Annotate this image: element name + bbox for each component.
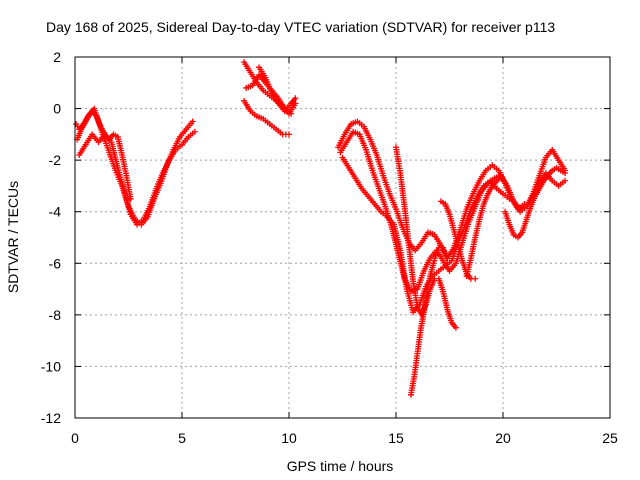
series-arc-17 [510,170,569,213]
data-point [472,275,479,282]
y-tick-label: 0 [53,101,61,117]
series-arc-13 [437,198,479,282]
y-tick-label: -2 [49,152,62,168]
x-tick-label: 15 [388,430,404,446]
data-markers [73,59,569,398]
data-point [443,255,450,262]
data-point [292,95,299,102]
x-axis-label: GPS time / hours [287,458,394,474]
x-tick-label: 0 [71,430,79,446]
data-point [288,110,295,117]
x-tick-label: 25 [602,430,618,446]
data-point [286,131,292,138]
x-tick-label: 5 [178,430,186,446]
series-arc-1 [74,105,196,228]
y-tick-label: -8 [49,307,62,323]
data-point [452,324,459,331]
grid [75,57,610,418]
data-point [562,177,569,184]
data-point [191,128,198,135]
x-tick-label: 10 [281,430,297,446]
axis-ticks: 0 5 10 15 20 25 -12 -10 -8 -6 -4 -2 0 2 [41,49,618,446]
data-point [562,170,569,177]
series-arc-12 [407,242,450,398]
y-tick-label: -6 [49,255,62,271]
data-point [436,242,443,249]
y-tick-label: -4 [49,204,62,220]
data-point [189,118,196,125]
series-arc-14 [463,175,504,280]
y-tick-label: -12 [41,410,61,426]
y-axis-label: SDTVAR / TECUs [5,181,21,293]
x-tick-label: 20 [495,430,511,446]
series-arc-7 [256,64,299,115]
series-arc-3 [73,108,134,202]
y-tick-label: 2 [53,49,61,65]
series-arc-2 [76,128,198,228]
plot-frame [74,56,611,419]
y-tick-label: -10 [41,358,61,374]
chart-title: Day 168 of 2025, Sidereal Day-to-day VTE… [46,19,555,35]
series-arc-5 [241,97,292,138]
data-point [127,195,134,202]
